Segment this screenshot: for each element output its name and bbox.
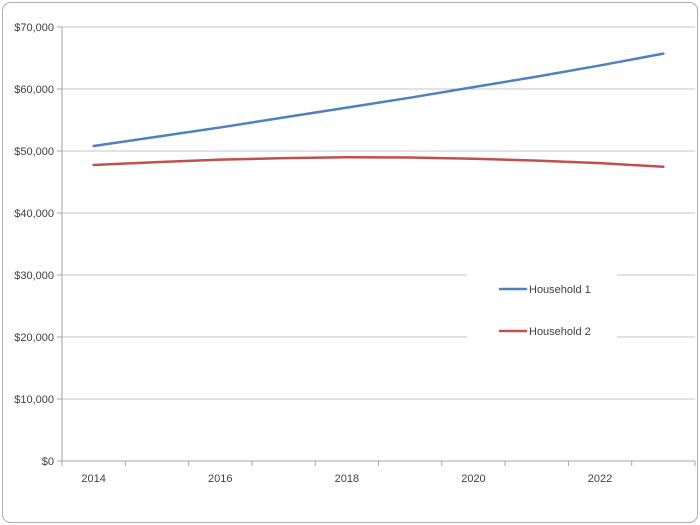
legend xyxy=(467,268,617,352)
y-tick-label: $40,000 xyxy=(14,208,54,220)
y-tick-label: $0 xyxy=(42,456,54,468)
x-tick-label: 2018 xyxy=(335,473,359,485)
y-tick-label: $30,000 xyxy=(14,270,54,282)
y-tick-label: $60,000 xyxy=(14,84,54,96)
legend-label: Household 2 xyxy=(529,326,591,338)
x-tick-label: 2022 xyxy=(588,473,612,485)
y-tick-label: $50,000 xyxy=(14,146,54,158)
y-tick-label: $20,000 xyxy=(14,332,54,344)
series-line-household-2 xyxy=(92,155,665,169)
x-tick-label: 2014 xyxy=(81,473,105,485)
series-line-household-1 xyxy=(92,52,665,148)
y-tick-label: $10,000 xyxy=(14,394,54,406)
x-tick-label: 2020 xyxy=(461,473,485,485)
legend-label: Household 1 xyxy=(529,284,591,296)
y-tick-label: $70,000 xyxy=(14,22,54,34)
x-tick-label: 2016 xyxy=(208,473,232,485)
